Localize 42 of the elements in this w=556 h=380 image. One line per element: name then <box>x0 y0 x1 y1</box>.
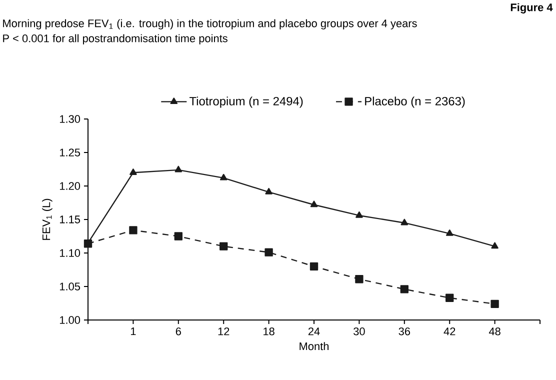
point <box>174 166 182 172</box>
x-tick-label: 42 <box>444 328 456 336</box>
chart-subtitle: P < 0.001 for all postrandomisation time points <box>3 34 228 44</box>
x-tick-label: 18 <box>264 328 274 336</box>
point <box>400 285 408 294</box>
y-tick-label: 1.25 <box>60 148 80 156</box>
x-axis-title: Month <box>300 342 329 350</box>
y-tick-label: 1.10 <box>60 249 80 257</box>
x-tick-label: 6 <box>176 328 181 336</box>
point <box>264 248 273 256</box>
y-tick-label: 1.15 <box>60 216 80 224</box>
chart-title: Morning predose FEV$_{1}$ (i.e. trough) in the tiotropium and placebo groups over 4 years <box>3 19 417 30</box>
point <box>220 174 228 180</box>
point <box>129 226 138 234</box>
x-tick-label: 36 <box>398 328 410 336</box>
legend-label: Placebo (n = 2363) <box>365 96 465 108</box>
point <box>356 211 363 218</box>
point <box>84 240 92 248</box>
x-tick-label: 30 <box>354 328 365 336</box>
point <box>400 218 408 226</box>
point <box>265 188 272 194</box>
point <box>220 242 228 250</box>
y-tick-label: 1.00 <box>60 316 80 324</box>
point <box>130 168 137 175</box>
y-tick-label: 1.05 <box>60 282 80 290</box>
point <box>355 275 364 284</box>
point <box>310 262 318 270</box>
x-tick-label: 12 <box>218 328 230 336</box>
point <box>310 200 318 208</box>
point <box>491 242 498 249</box>
point <box>446 294 454 302</box>
legend-label: Tiotropium (n = 2494) <box>190 96 303 108</box>
point <box>446 229 454 236</box>
x-tick-label: 1 <box>130 328 136 336</box>
x-tick-label: 48 <box>488 328 500 336</box>
y-axis-title: FEV$_{1}$ (L) <box>42 198 52 240</box>
x-tick-label: 24 <box>308 328 320 336</box>
caption: Figure 4 <box>510 3 553 14</box>
point <box>490 300 499 308</box>
point <box>174 232 182 240</box>
y-tick-label: 1.20 <box>60 182 80 190</box>
y-tick-label: 1.30 <box>60 115 80 123</box>
